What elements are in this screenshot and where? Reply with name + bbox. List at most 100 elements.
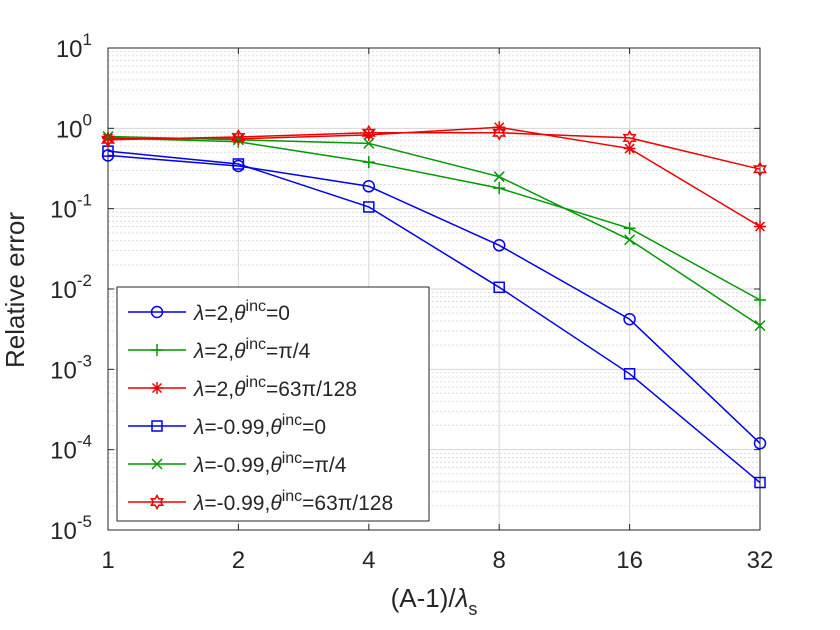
legend-box: [116, 286, 430, 522]
legend-lambda-value: =-0.99,: [204, 492, 270, 515]
data-point: [493, 171, 505, 183]
legend-lambda: λ: [193, 454, 204, 477]
y-tick-exponent: -1: [77, 191, 92, 210]
y-tick-exponent: -3: [77, 351, 92, 370]
legend-theta-value: =63π/128: [266, 378, 357, 401]
legend-entry-2: λ=2,θinc=π/4: [128, 336, 311, 363]
data-point: [362, 156, 375, 169]
series-line: [107, 135, 761, 327]
data-point: [100, 131, 116, 148]
legend-lambda-value: =2,: [204, 302, 234, 325]
data-point: [623, 142, 636, 155]
series-4: [102, 145, 766, 489]
x-axis-label-main: (A-1)/: [391, 583, 457, 613]
legend-theta-value: =0: [302, 416, 326, 439]
data-point: [623, 222, 636, 235]
data-point: [752, 161, 768, 178]
y-tick-label: 101: [56, 30, 92, 63]
legend-entry-1: λ=2,θinc=0: [128, 298, 290, 325]
legend-label: λ=2,θinc=63π/128: [193, 374, 357, 401]
legend-superscript: inc: [246, 336, 266, 353]
legend-label: λ=-0.99,θinc=0: [193, 412, 326, 439]
data-point: [362, 180, 376, 193]
y-tick-base: 10: [56, 36, 83, 63]
x-tick-label: 8: [493, 547, 506, 574]
y-tick-base: 10: [50, 357, 77, 384]
legend-superscript: inc: [282, 412, 302, 429]
ticks: [107, 47, 761, 531]
data-point: [363, 137, 375, 149]
legend-entry-3: λ=2,θinc=63π/128: [128, 374, 357, 401]
legend: λ=2,θinc=0λ=2,θinc=π/4λ=2,θinc=63π/128λ=…: [116, 286, 430, 522]
data-point: [754, 220, 766, 233]
data-point: [363, 201, 375, 213]
data-point: [623, 368, 636, 380]
legend-theta-value: =63π/128: [302, 492, 393, 515]
legend-theta: θ: [270, 492, 282, 515]
y-tick-exponent: -4: [77, 432, 92, 451]
legend-entry-4: λ=-0.99,θinc=0: [128, 412, 326, 439]
data-point: [493, 182, 506, 195]
legend-lambda: λ: [193, 340, 204, 363]
series-line: [107, 154, 761, 444]
legend-superscript: inc: [282, 488, 302, 505]
legend-marker: [151, 344, 163, 356]
series-line: [107, 132, 761, 170]
data-point: [232, 158, 245, 170]
data-point: [493, 281, 505, 294]
data-point: [754, 320, 766, 332]
x-axis-label-greek: λ: [454, 583, 469, 613]
y-tick-exponent: -5: [77, 512, 92, 531]
data-point: [102, 132, 114, 145]
x-tick-label: 4: [362, 547, 375, 574]
series-6: [100, 124, 768, 178]
data-point: [492, 124, 507, 141]
legend-theta-value: =0: [266, 302, 290, 325]
legend-marker: [151, 458, 163, 470]
y-tick-label: 10-2: [50, 271, 92, 304]
data-point: [492, 239, 506, 252]
x-tick-label: 1: [101, 547, 114, 574]
y-tick-label: 10-5: [50, 512, 92, 545]
legend-lambda: λ: [193, 492, 204, 515]
data-point: [361, 124, 376, 141]
x-tick-label: 2: [232, 547, 245, 574]
y-tick-label: 10-1: [50, 191, 92, 224]
y-tick-base: 10: [50, 518, 77, 545]
legend-lambda: λ: [193, 378, 204, 401]
legend-theta: θ: [234, 340, 246, 363]
legend-theta: θ: [234, 378, 246, 401]
y-tick-label: 10-3: [50, 351, 92, 384]
legend-lambda: λ: [193, 302, 204, 325]
legend-superscript: inc: [246, 298, 266, 315]
legend-superscript: inc: [246, 374, 266, 391]
x-axis-label-sub: s: [468, 599, 477, 619]
legend-theta-value: =π/4: [302, 454, 347, 477]
data-point: [754, 476, 766, 489]
legend-label: λ=-0.99,θinc=π/4: [193, 450, 347, 477]
x-tick-label: 16: [616, 547, 643, 574]
series-group: [100, 121, 768, 489]
legend-theta: θ: [270, 416, 282, 439]
legend-lambda-value: =2,: [204, 378, 234, 401]
data-point: [754, 293, 766, 306]
legend-theta-value: =π/4: [266, 340, 311, 363]
y-tick-label: 10-4: [50, 432, 92, 465]
y-tick-base: 10: [50, 197, 77, 224]
legend-label: λ=-0.99,θinc=63π/128: [193, 488, 393, 515]
y-axis-label: Relative error: [0, 212, 30, 368]
legend-label: λ=2,θinc=π/4: [193, 336, 311, 363]
legend-superscript: inc: [282, 450, 302, 467]
legend-marker: [151, 420, 163, 432]
y-tick-base: 10: [50, 277, 77, 304]
legend-lambda-value: =2,: [204, 340, 234, 363]
x-axis-label: (A-1)/λs: [391, 583, 478, 619]
y-tick-base: 10: [50, 438, 77, 465]
legend-marker: [150, 305, 164, 319]
data-point: [623, 313, 636, 326]
legend-marker: [151, 382, 163, 394]
data-point: [622, 129, 637, 147]
series-5: [102, 131, 766, 332]
legend-entry-5: λ=-0.99,θinc=π/4: [128, 450, 347, 477]
